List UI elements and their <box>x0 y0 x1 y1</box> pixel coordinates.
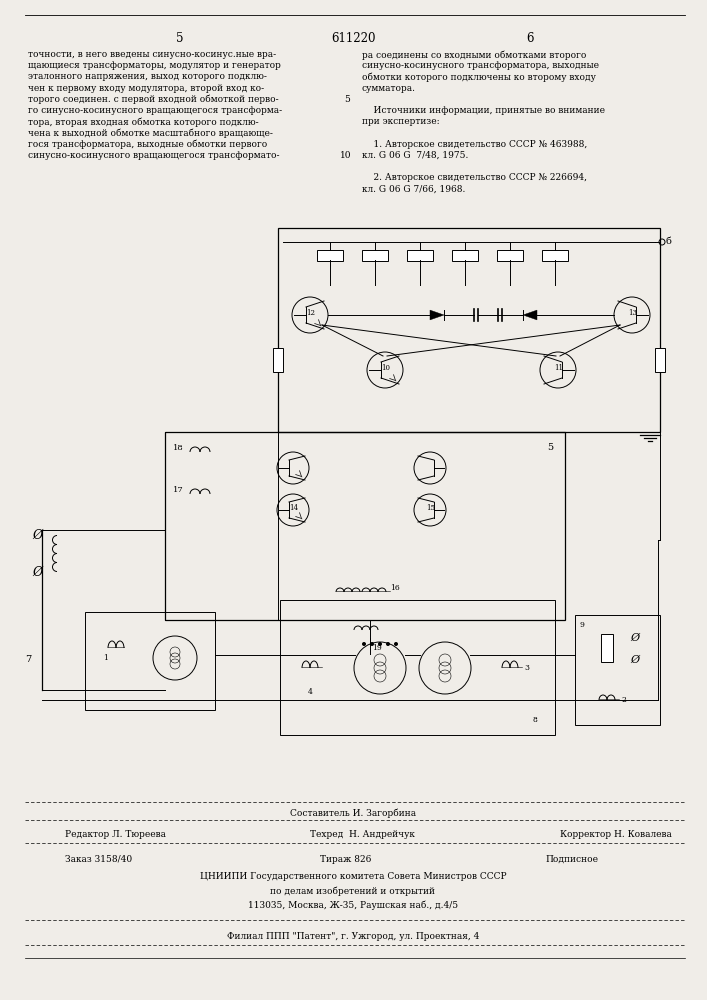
Text: 1: 1 <box>103 654 108 662</box>
Text: гося трансформатора, выходные обмотки первого: гося трансформатора, выходные обмотки пе… <box>28 140 267 149</box>
Text: Редактор Л. Тюреева: Редактор Л. Тюреева <box>65 830 166 839</box>
Text: чен к первому входу модулятора, второй вход ко-: чен к первому входу модулятора, второй в… <box>28 84 264 93</box>
Text: Ø: Ø <box>630 633 639 643</box>
Text: 9: 9 <box>580 621 585 629</box>
Polygon shape <box>523 310 537 320</box>
Bar <box>452 249 478 260</box>
Bar <box>655 348 665 372</box>
Text: 12: 12 <box>307 309 315 317</box>
Text: Составитель И. Загорбина: Составитель И. Загорбина <box>290 808 416 818</box>
Text: Тираж 826: Тираж 826 <box>320 855 371 864</box>
Bar <box>278 228 660 432</box>
Text: Ø: Ø <box>630 655 639 665</box>
Text: 16: 16 <box>390 584 399 592</box>
Text: кл. G 06 G  7/48, 1975.: кл. G 06 G 7/48, 1975. <box>362 151 468 160</box>
Circle shape <box>362 642 366 646</box>
Text: 15: 15 <box>426 504 436 512</box>
Text: ра соединены со входными обмотками второго: ра соединены со входными обмотками второ… <box>362 50 586 60</box>
Text: 17: 17 <box>173 486 184 494</box>
Text: 10: 10 <box>340 151 351 160</box>
Bar <box>280 600 555 735</box>
Circle shape <box>378 642 382 646</box>
Bar <box>273 348 283 372</box>
Circle shape <box>370 642 374 646</box>
Text: кл. G 06 G 7/66, 1968.: кл. G 06 G 7/66, 1968. <box>362 184 465 193</box>
Text: 4: 4 <box>308 688 312 696</box>
Text: Ø: Ø <box>32 566 42 578</box>
Text: 19: 19 <box>372 644 382 652</box>
Text: 5: 5 <box>344 95 350 104</box>
Text: щающиеся трансформаторы, модулятор и генератор: щающиеся трансформаторы, модулятор и ген… <box>28 61 281 70</box>
Text: торого соединен. с первой входной обмоткой перво-: торого соединен. с первой входной обмотк… <box>28 95 279 104</box>
Text: 5: 5 <box>547 444 553 452</box>
Text: Подписное: Подписное <box>545 855 598 864</box>
Text: б: б <box>666 237 672 246</box>
Bar <box>407 249 433 260</box>
Text: 10: 10 <box>382 364 390 372</box>
Circle shape <box>386 642 390 646</box>
Text: 11: 11 <box>554 364 563 372</box>
Text: Филиал ППП "Патент", г. Ужгород, ул. Проектная, 4: Филиал ППП "Патент", г. Ужгород, ул. Про… <box>227 932 479 941</box>
Text: Корректор Н. Ковалева: Корректор Н. Ковалева <box>560 830 672 839</box>
Text: 7: 7 <box>25 656 31 664</box>
Text: го синусно-косинусного вращающегося трансформа-: го синусно-косинусного вращающегося тран… <box>28 106 282 115</box>
Text: ЦНИИПИ Государственного комитета Совета Министров СССР: ЦНИИПИ Государственного комитета Совета … <box>199 872 506 881</box>
Text: 2: 2 <box>621 696 626 704</box>
Bar <box>542 249 568 260</box>
Text: Ø: Ø <box>32 528 42 542</box>
Text: 113035, Москва, Ж-35, Раушская наб., д.4/5: 113035, Москва, Ж-35, Раушская наб., д.4… <box>248 900 458 910</box>
Bar <box>601 634 613 662</box>
Text: тора, вторая входная обмотка которого подклю-: тора, вторая входная обмотка которого по… <box>28 117 259 127</box>
Text: чена к выходной обмотке масштабного вращающе-: чена к выходной обмотке масштабного вращ… <box>28 128 273 138</box>
Text: эталонного напряжения, выход которого подклю-: эталонного напряжения, выход которого по… <box>28 72 267 81</box>
Text: Источники информации, принятые во внимание: Источники информации, принятые во вниман… <box>362 106 605 115</box>
Circle shape <box>394 642 398 646</box>
Text: 6: 6 <box>526 32 534 45</box>
Bar <box>85 612 215 710</box>
Text: 611220: 611220 <box>331 32 375 45</box>
Text: Заказ 3158/40: Заказ 3158/40 <box>65 855 132 864</box>
Text: 5: 5 <box>176 32 184 45</box>
Bar <box>317 249 343 260</box>
Text: обмотки которого подключены ко второму входу: обмотки которого подключены ко второму в… <box>362 72 596 82</box>
Text: синусно-косинусного вращающегося трансформато-: синусно-косинусного вращающегося трансфо… <box>28 151 279 160</box>
Bar <box>165 432 565 620</box>
Text: синусно-косинусного трансформатора, выходные: синусно-косинусного трансформатора, выхо… <box>362 61 599 70</box>
Text: 13: 13 <box>629 309 638 317</box>
Text: 14: 14 <box>289 504 298 512</box>
Text: 3: 3 <box>524 664 529 672</box>
Text: по делам изобретений и открытий: по делам изобретений и открытий <box>271 886 436 896</box>
Text: сумматора.: сумматора. <box>362 84 416 93</box>
Text: Техред  Н. Андрейчук: Техред Н. Андрейчук <box>310 830 415 839</box>
Text: точности, в него введены синусно-косинус.ные вра-: точности, в него введены синусно-косинус… <box>28 50 276 59</box>
Bar <box>362 249 388 260</box>
Text: 18: 18 <box>173 444 184 452</box>
Text: 1. Авторское свидетельство СССР № 463988,: 1. Авторское свидетельство СССР № 463988… <box>362 140 588 149</box>
Text: при экспертизе:: при экспертизе: <box>362 117 440 126</box>
Bar <box>575 615 660 725</box>
Bar <box>497 249 523 260</box>
Polygon shape <box>430 310 444 320</box>
Text: 2. Авторское свидетельство СССР № 226694,: 2. Авторское свидетельство СССР № 226694… <box>362 173 587 182</box>
Text: 8: 8 <box>532 716 537 724</box>
